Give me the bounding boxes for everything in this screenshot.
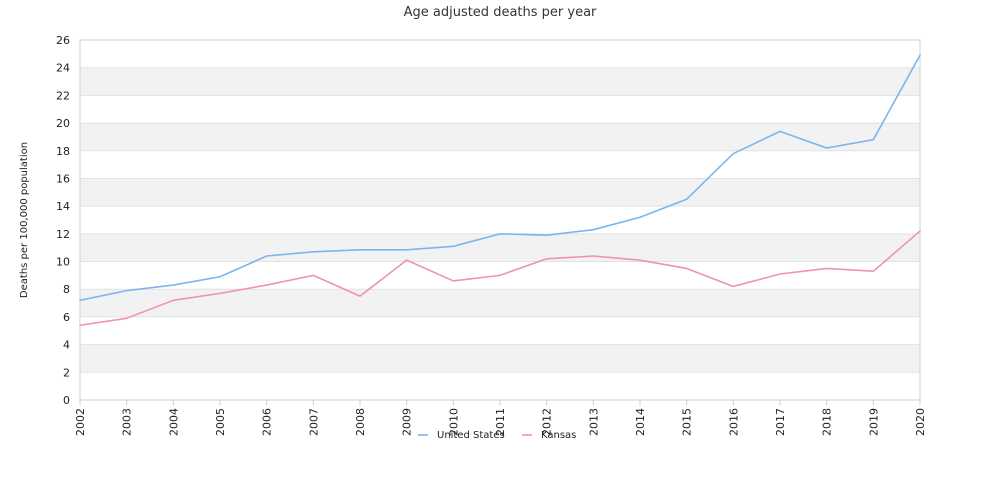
x-tick-label: 2019	[867, 408, 880, 436]
y-axis-title: Deaths per 100,000 population	[19, 142, 30, 298]
grid-band	[80, 344, 920, 373]
y-tick-label: 6	[63, 311, 70, 324]
chart-title: Age adjusted deaths per year	[404, 5, 597, 20]
legend-label: Kansas	[541, 430, 576, 441]
y-tick-label: 2	[63, 366, 70, 379]
y-tick-label: 24	[56, 62, 70, 75]
x-tick-label: 2004	[167, 408, 180, 436]
x-tick-label: 2011	[494, 408, 507, 436]
y-tick-label: 20	[56, 117, 70, 130]
legend[interactable]: United States Kansas	[418, 430, 576, 441]
grid-band	[80, 123, 920, 151]
x-axis-ticks: 2002 2003 2004 2005 2006 2007 2008 2009 2010 2011…	[74, 400, 927, 436]
series-line[interactable]	[79, 54, 921, 302]
y-tick-label: 0	[63, 394, 70, 407]
x-tick-label: 2006	[261, 408, 274, 436]
x-tick-label: 2010	[447, 408, 460, 436]
x-tick-label: 2013	[587, 408, 600, 436]
legend-item[interactable]: Kansas	[522, 430, 576, 441]
x-tick-label: 2020	[914, 408, 927, 436]
grid-band	[80, 178, 920, 207]
x-tick-label: 2017	[774, 408, 787, 436]
y-tick-label: 22	[56, 89, 70, 102]
x-tick-label: 2014	[634, 408, 647, 436]
y-tick-label: 10	[56, 256, 70, 269]
y-tick-label: 4	[63, 339, 70, 352]
y-tick-label: 8	[63, 283, 70, 296]
y-tick-label: 14	[56, 200, 70, 213]
x-tick-label: 2008	[354, 408, 367, 436]
x-tick-label: 2002	[74, 408, 87, 436]
grid-band	[80, 67, 920, 96]
legend-item[interactable]: United States	[418, 430, 505, 441]
x-tick-label: 2015	[681, 408, 694, 436]
grid-band	[80, 289, 920, 317]
grid-band	[80, 233, 920, 262]
x-tick-label: 2012	[541, 408, 554, 436]
x-tick-label: 2007	[307, 408, 320, 436]
y-tick-label: 26	[56, 34, 70, 47]
y-tick-label: 18	[56, 145, 70, 158]
y-tick-label: 12	[56, 228, 70, 241]
x-tick-label: 2018	[821, 408, 834, 436]
series-line[interactable]	[79, 230, 921, 327]
x-tick-label: 2003	[121, 408, 134, 436]
y-tick-label: 16	[56, 172, 70, 185]
x-tick-label: 2005	[214, 408, 227, 436]
legend-label: United States	[437, 430, 505, 441]
grid-bands	[80, 67, 920, 373]
series-lines	[79, 54, 921, 327]
x-tick-label: 2016	[727, 408, 740, 436]
x-tick-label: 2009	[401, 408, 414, 436]
